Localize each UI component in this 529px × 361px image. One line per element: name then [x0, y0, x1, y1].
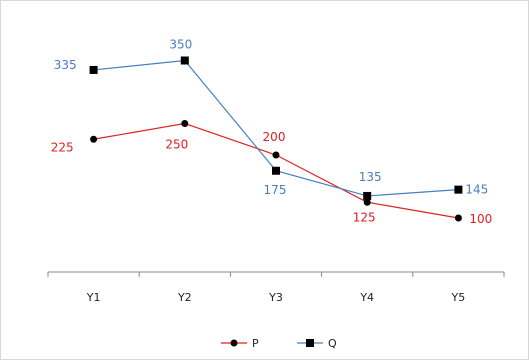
- point-q: [454, 185, 463, 194]
- point-q: [363, 191, 372, 200]
- point-q: [272, 166, 280, 175]
- data-label-q: 145: [465, 183, 488, 197]
- point-p: [272, 151, 280, 159]
- point-p: [181, 120, 189, 127]
- x-tick-label: Y3: [268, 291, 283, 304]
- x-tick-label: Y4: [359, 291, 374, 304]
- point-q: [89, 65, 98, 74]
- data-label-p: 250: [165, 138, 188, 152]
- point-p: [454, 214, 462, 222]
- point-p: [363, 198, 371, 206]
- data-label-p: 125: [353, 210, 376, 224]
- data-label-p: 200: [263, 130, 286, 144]
- data-label-p: 225: [51, 140, 74, 154]
- series-line-q: [93, 59, 459, 197]
- data-label-q: 335: [54, 58, 77, 72]
- data-label-q: 175: [264, 183, 287, 197]
- x-tick-label: Y2: [177, 291, 192, 304]
- data-label-q: 135: [359, 170, 382, 184]
- legend-label-p: P: [252, 337, 259, 350]
- legend-marker-p: [230, 339, 238, 347]
- x-tick-label: Y1: [86, 291, 101, 304]
- legend-marker-q: [306, 339, 314, 347]
- data-label-p: 100: [469, 212, 492, 226]
- data-label-q: 350: [169, 38, 192, 52]
- point-q: [180, 56, 189, 65]
- x-tick-label: Y5: [451, 291, 466, 304]
- point-p: [90, 135, 98, 143]
- legend-label-q: Q: [328, 337, 337, 350]
